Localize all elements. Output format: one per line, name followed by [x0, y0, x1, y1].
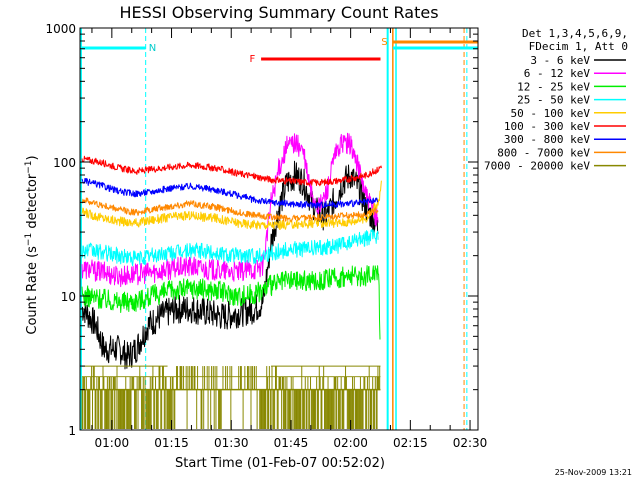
- y-axis-label: Count Rate (s−1 detector−1): [24, 155, 40, 334]
- marker-label-n: N: [149, 43, 156, 54]
- axes: 1 10 100 1000 01:00 01:15 01:30 01:45 02:00 02:15…: [45, 22, 487, 450]
- x-tick-label: 01:30: [214, 436, 249, 450]
- marker-label-s: S: [381, 37, 387, 48]
- legend-label: 3 - 6 keV: [530, 54, 590, 67]
- legend-label: 100 - 300 keV: [504, 120, 590, 133]
- y-tick-label: 10: [61, 290, 76, 304]
- series-800-7000kev: [81, 197, 379, 222]
- series-25-50kev: [81, 228, 379, 267]
- series-12-25kev: [81, 265, 381, 340]
- legend-label: 50 - 100 keV: [511, 107, 591, 120]
- series-300-800kev: [81, 178, 379, 209]
- legend-label: 12 - 25 keV: [517, 80, 590, 93]
- x-tick-label: 02:15: [393, 436, 428, 450]
- marker-label-f: F: [249, 54, 255, 65]
- legend-label: 25 - 50 keV: [517, 94, 590, 107]
- x-axis-label: Start Time (01-Feb-07 00:52:02): [175, 456, 385, 471]
- series-6-12kev: [81, 132, 379, 288]
- x-tick-label: 01:15: [154, 436, 189, 450]
- legend-label: 6 - 12 keV: [524, 67, 591, 80]
- series-7000-20000-kev: [81, 365, 381, 429]
- chart-title: HESSI Observing Summary Count Rates: [119, 3, 438, 22]
- legend-label: 300 - 800 keV: [504, 133, 590, 146]
- axes-frame: [79, 27, 479, 431]
- legend-label: 800 - 7000 keV: [497, 146, 590, 159]
- y-tick-label: 1: [68, 424, 76, 438]
- y-tick-label: 1000: [45, 22, 76, 36]
- y-tick-label: 100: [53, 156, 76, 170]
- legend-header: Det 1,3,4,5,6,9,: [522, 27, 628, 40]
- x-tick-label: 02:00: [333, 436, 368, 450]
- x-tick-label: 01:00: [95, 436, 130, 450]
- series-100-300kev: [81, 155, 382, 187]
- footer-date: 25-Nov-2009 13:21: [555, 468, 632, 477]
- series-3-6kev: [81, 160, 379, 370]
- legend-header: FDecim 1, Att 0: [529, 40, 628, 53]
- series-50-100kev: [81, 180, 382, 230]
- legend: Det 1,3,4,5,6,9,FDecim 1, Att 03 - 6 keV…: [484, 27, 628, 173]
- x-tick-label: 02:30: [453, 436, 488, 450]
- chart-marks: N F S: [80, 28, 478, 430]
- x-tick-label: 01:45: [274, 436, 309, 450]
- legend-label: 7000 - 20000 keV: [484, 160, 590, 173]
